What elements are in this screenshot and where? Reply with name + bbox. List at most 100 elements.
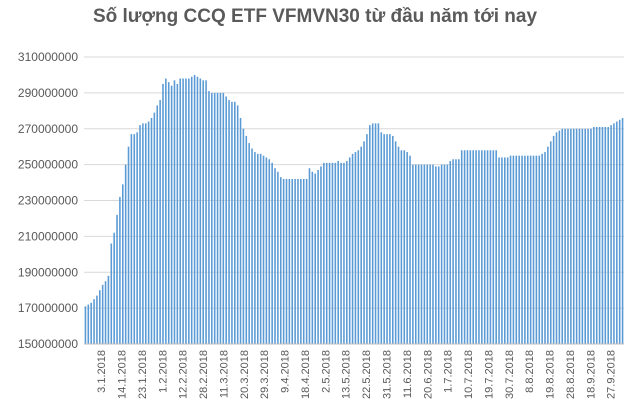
bar — [179, 78, 182, 345]
bar — [93, 299, 95, 344]
bar — [526, 155, 529, 344]
bar — [265, 157, 268, 344]
bar — [242, 128, 245, 344]
x-tick-label: 2.5.2018 — [320, 350, 332, 393]
bar — [483, 150, 486, 344]
bar — [302, 178, 305, 344]
bar — [598, 126, 601, 345]
bar — [595, 126, 598, 345]
bar — [84, 306, 87, 344]
bar — [136, 132, 138, 344]
x-tick-label: 10.7.2018 — [463, 350, 475, 399]
bar — [403, 150, 406, 344]
bar — [469, 150, 472, 344]
bar — [320, 166, 322, 344]
bar — [308, 168, 311, 344]
y-tick-label: 270000000 — [18, 122, 78, 136]
bar — [116, 214, 118, 344]
x-tick-label: 8.8.2018 — [524, 350, 536, 393]
bar — [524, 155, 526, 344]
bar — [371, 123, 374, 345]
bar — [331, 162, 334, 344]
bar — [139, 125, 141, 344]
bar — [346, 161, 348, 344]
bar — [581, 128, 584, 344]
y-tick-label: 230000000 — [18, 194, 78, 208]
bar — [613, 123, 615, 345]
x-tick-label: 11.6.2018 — [402, 350, 414, 398]
bar — [504, 157, 506, 344]
x-tick-label: 27.9.2018 — [606, 350, 618, 399]
bar — [489, 150, 492, 344]
bar — [616, 121, 618, 344]
bar — [236, 105, 239, 345]
bar — [440, 164, 443, 345]
x-tick-label: 19.8.2018 — [545, 350, 557, 399]
bar — [481, 150, 483, 344]
bar — [337, 161, 339, 344]
gridlines — [84, 56, 624, 345]
bar — [343, 162, 345, 344]
bar — [374, 123, 377, 345]
x-tick-labels: 3.1.2018 14.1.2018 23.1.2018 1.2.2018 12.2.2… — [96, 350, 618, 399]
bar — [400, 150, 403, 344]
bar — [144, 123, 147, 345]
y-tick-labels: 150000000 170000000 190000000 210000000 2300… — [18, 50, 78, 351]
bar — [159, 100, 161, 344]
bar — [549, 141, 552, 344]
bar — [578, 128, 581, 344]
bar — [558, 130, 561, 344]
bar — [285, 178, 288, 344]
bar — [587, 128, 589, 344]
bar — [208, 91, 210, 344]
x-tick-label: 30.7.2018 — [504, 350, 516, 399]
bar — [274, 168, 276, 344]
bar — [193, 74, 196, 344]
bar — [348, 157, 351, 344]
bar — [216, 92, 219, 345]
bar — [515, 155, 518, 344]
bar — [369, 125, 371, 344]
bar — [567, 128, 569, 344]
bar — [300, 178, 302, 344]
bar — [532, 155, 535, 344]
bar — [245, 135, 248, 344]
bar — [380, 132, 383, 344]
bars — [84, 74, 624, 345]
bar — [297, 178, 299, 344]
bar — [234, 101, 236, 344]
bar — [96, 295, 98, 344]
bar — [455, 159, 457, 344]
bar — [219, 92, 222, 345]
bar — [277, 171, 279, 344]
x-tick-label: 29.3.2018 — [259, 350, 271, 399]
bar — [437, 166, 440, 344]
bar — [271, 162, 273, 344]
bar — [446, 164, 449, 345]
bar — [512, 155, 515, 344]
bar — [432, 164, 434, 345]
bar — [610, 125, 612, 344]
bar — [593, 126, 595, 345]
bar — [584, 128, 587, 344]
bar — [130, 134, 133, 344]
bar — [501, 157, 503, 344]
bar — [133, 134, 136, 344]
x-tick-label: 20.3.2018 — [239, 350, 251, 399]
bar — [409, 155, 411, 344]
bar — [463, 150, 466, 344]
bar — [256, 153, 259, 344]
bar — [397, 146, 400, 344]
bar — [535, 155, 538, 344]
bar — [498, 157, 500, 344]
bar — [377, 123, 380, 345]
bar — [552, 135, 555, 344]
x-tick-label: 14.1.2018 — [116, 350, 128, 399]
bar — [121, 184, 124, 344]
bar — [555, 132, 558, 344]
bar — [311, 171, 314, 344]
x-tick-label: 13.5.2018 — [341, 350, 353, 399]
x-tick-label: 12.2.2018 — [178, 350, 190, 399]
bar — [314, 173, 317, 344]
